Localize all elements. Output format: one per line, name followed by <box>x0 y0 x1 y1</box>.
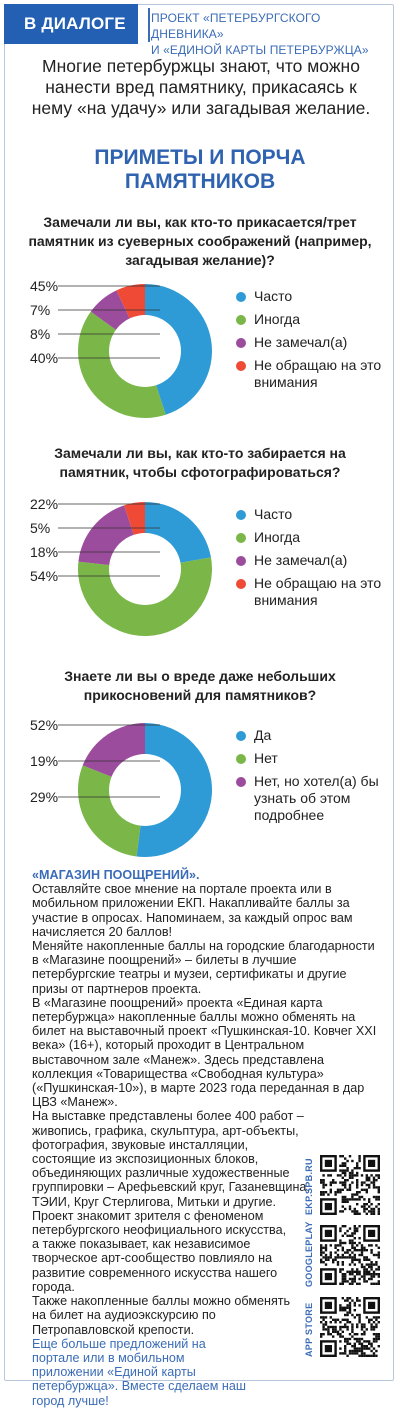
project-caption: ПРОЕКТ «ПЕТЕРБУРГСКОГО ДНЕВНИКА» И «ЕДИН… <box>151 10 391 58</box>
project-line-1: ПРОЕКТ «ПЕТЕРБУРГСКОГО ДНЕВНИКА» <box>151 11 321 41</box>
qr-label-site: EKP.SPB.RU <box>304 1158 314 1215</box>
legend-swatch <box>236 315 246 325</box>
donut-chart-1: 45% 7% 8% 40% Часто Иногда Не замечал(а) Не об… <box>0 276 400 426</box>
pct-label-1-2: 40% <box>30 350 58 366</box>
legend-3: Да Нет Нет, но хотел(а) бы узнать об этом … <box>236 727 396 830</box>
legend-label: Нет, но хотел(а) бы узнать об этом подро… <box>254 773 379 823</box>
donut-hole-2 <box>109 533 181 605</box>
pct-label-2-3: 18% <box>30 544 58 560</box>
legend-swatch <box>236 361 246 371</box>
legend-2: Часто Иногда Не замечал(а) Не обращаю на эт… <box>236 506 396 615</box>
qr-code-site[interactable] <box>320 1155 380 1215</box>
question-2: Замечали ли вы, как кто-то забирается на… <box>54 445 346 480</box>
legend-label: Не замечал(а) <box>254 552 348 568</box>
pct-label-2-2: 54% <box>30 568 58 584</box>
legend-item-1-1: Часто <box>236 288 396 305</box>
legend-label: Часто <box>254 288 293 304</box>
legend-item-2-4: Не обращаю на это внимания <box>236 575 396 609</box>
donut-chart-2: 22% 5% 18% 54% Часто Иногда Не замечал(а) Не о… <box>0 494 400 644</box>
shop-paragraph-3: В «Магазине поощрений» проекта «Единая к… <box>32 995 377 1110</box>
qr-label-googleplay: GOOGLEPLAY <box>304 1221 314 1287</box>
legend-item-2-1: Часто <box>236 506 396 523</box>
intro-text: Многие петербуржцы знают, что можно нане… <box>31 56 371 118</box>
legend-label: Нет <box>254 750 278 766</box>
donut-svg-2: 22% 5% 18% 54% <box>30 496 212 636</box>
project-line-2: И «ЕДИНОЙ КАРТЫ ПЕТЕРБУРЖЦА» <box>151 43 369 57</box>
qr-pattern-1 <box>320 1155 380 1215</box>
legend-item-1-3: Не замечал(а) <box>236 334 396 351</box>
qr-label-appstore: APP STORE <box>304 1302 314 1357</box>
legend-swatch <box>236 510 246 520</box>
pct-label-2-4: 5% <box>30 520 50 536</box>
shop-title: «МАГАЗИН ПООЩРЕНИЙ». <box>32 868 200 882</box>
pct-label-1-4: 7% <box>30 302 50 318</box>
legend-label: Да <box>254 727 272 743</box>
shop-paragraph-4: На выставке представлены более 400 работ… <box>32 1109 310 1209</box>
legend-swatch <box>236 777 246 787</box>
pct-label-3-2: 29% <box>30 789 58 805</box>
qr-code-appstore[interactable] <box>320 1297 380 1357</box>
section-badge: В ДИАЛОГЕ <box>4 4 138 44</box>
shop-paragraph-2: Меняйте накопленные баллы на городские б… <box>32 939 375 996</box>
legend-item-1-2: Иногда <box>236 311 396 328</box>
shop-link-text[interactable]: Еще больше предложений на портале или в … <box>32 1336 246 1408</box>
main-title: ПРИМЕТЫ И ПОРЧА ПАМЯТНИКОВ <box>20 146 380 194</box>
main-title-line-1: ПРИМЕТЫ И ПОРЧА <box>94 146 306 169</box>
shop-paragraph-5: Проект знакомит зрителя с феноменом пете… <box>32 1208 287 1294</box>
donut-svg-1: 45% 7% 8% 40% <box>30 278 212 418</box>
legend-item-3-3: Нет, но хотел(а) бы узнать об этом подро… <box>236 773 396 824</box>
donut-chart-3: 52% 19% 29% Да Нет Нет, но хотел(а) бы узнат… <box>0 715 400 865</box>
pct-label-3-3: 19% <box>30 753 58 769</box>
legend-swatch <box>236 533 246 543</box>
legend-label: Часто <box>254 506 293 522</box>
legend-swatch <box>236 754 246 764</box>
shop-section: «МАГАЗИН ПООЩРЕНИЙ». Оставляйте свое мне… <box>32 868 378 1408</box>
legend-label: Иногда <box>254 311 301 327</box>
donut-hole-3 <box>109 754 181 826</box>
legend-swatch <box>236 556 246 566</box>
project-divider <box>148 8 150 42</box>
shop-paragraph-6: Также накопленные баллы можно обменять н… <box>32 1294 291 1337</box>
legend-item-3-1: Да <box>236 727 396 744</box>
legend-label: Не обращаю на это внимания <box>254 575 382 608</box>
pct-label-3-1: 52% <box>30 717 58 733</box>
legend-label: Не обращаю на это внимания <box>254 357 382 390</box>
legend-item-1-4: Не обращаю на это внимания <box>236 357 396 391</box>
legend-swatch <box>236 731 246 741</box>
legend-item-2-2: Иногда <box>236 529 396 546</box>
page-frame <box>4 4 394 1381</box>
legend-swatch <box>236 292 246 302</box>
qr-pattern-3 <box>320 1297 380 1357</box>
legend-item-3-2: Нет <box>236 750 396 767</box>
pct-label-1-3: 8% <box>30 326 50 342</box>
qr-pattern-2 <box>320 1225 380 1285</box>
pct-label-1-1: 45% <box>30 278 58 294</box>
legend-label: Иногда <box>254 529 301 545</box>
legend-swatch <box>236 338 246 348</box>
pct-label-2-1: 22% <box>30 496 58 512</box>
shop-paragraph-1: Оставляйте свое мнение на портале проект… <box>32 882 353 939</box>
donut-hole-1 <box>109 315 181 387</box>
question-3: Знаете ли вы о вреде даже небольших прик… <box>64 668 336 703</box>
legend-item-2-3: Не замечал(а) <box>236 552 396 569</box>
legend-1: Часто Иногда Не замечал(а) Не обращаю на эт… <box>236 288 396 397</box>
legend-label: Не замечал(а) <box>254 334 348 350</box>
qr-code-googleplay[interactable] <box>320 1225 380 1285</box>
question-1: Замечали ли вы, как кто-то прикасается/т… <box>28 214 372 268</box>
legend-swatch <box>236 579 246 589</box>
main-title-line-2: ПАМЯТНИКОВ <box>124 170 276 193</box>
donut-svg-3: 52% 19% 29% <box>30 717 213 857</box>
